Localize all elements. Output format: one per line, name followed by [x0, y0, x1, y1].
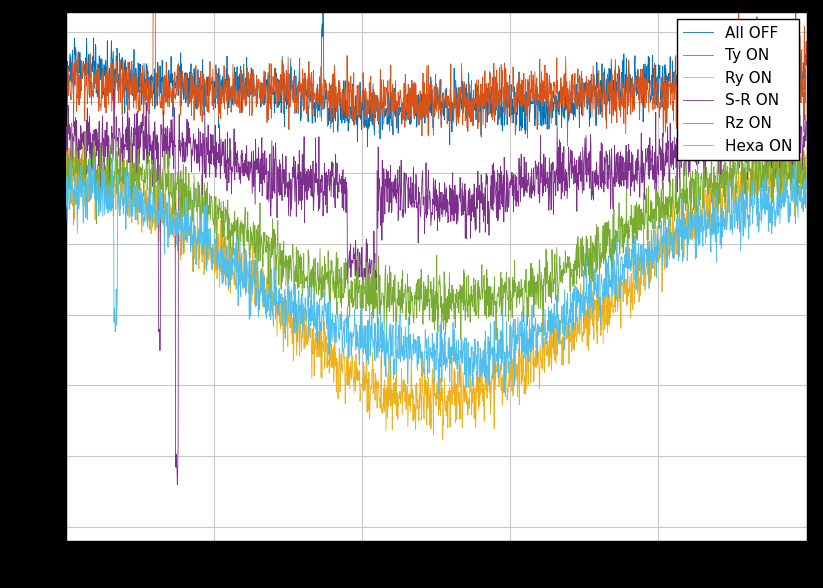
- Rz ON: [781, 133, 791, 141]
- Line: Ty ON: Ty ON: [66, 0, 807, 162]
- Rz ON: [780, 171, 790, 178]
- Ry ON: [402, 387, 412, 394]
- S-R ON: [780, 163, 790, 171]
- All OFF: [802, 44, 811, 51]
- Hexa ON: [99, 181, 109, 188]
- S-R ON: [422, 192, 432, 199]
- Rz ON: [99, 168, 109, 175]
- Ry ON: [781, 161, 791, 168]
- S-R ON: [99, 135, 109, 142]
- All OFF: [422, 105, 432, 112]
- Line: Ry ON: Ry ON: [66, 138, 807, 439]
- Ry ON: [438, 436, 448, 443]
- All OFF: [781, 56, 791, 64]
- Ty ON: [61, 65, 71, 72]
- Hexa ON: [434, 389, 444, 396]
- Legend: All OFF, Ty ON, Ry ON, S-R ON, Rz ON, Hexa ON: All OFF, Ty ON, Ry ON, S-R ON, Rz ON, He…: [677, 19, 799, 160]
- Ty ON: [802, 61, 811, 68]
- Rz ON: [402, 307, 412, 314]
- Ry ON: [99, 167, 109, 174]
- Ty ON: [781, 64, 791, 71]
- All OFF: [780, 65, 790, 72]
- Ry ON: [780, 168, 790, 175]
- All OFF: [318, 0, 328, 4]
- All OFF: [645, 89, 655, 96]
- S-R ON: [402, 181, 412, 188]
- Line: S-R ON: S-R ON: [66, 89, 807, 485]
- Ry ON: [105, 135, 114, 142]
- S-R ON: [61, 146, 71, 153]
- Ty ON: [644, 87, 654, 94]
- Hexa ON: [802, 183, 811, 191]
- Rz ON: [421, 301, 431, 308]
- Line: Rz ON: Rz ON: [66, 123, 807, 340]
- Hexa ON: [108, 154, 118, 161]
- All OFF: [61, 49, 71, 56]
- All OFF: [362, 143, 372, 150]
- Ty ON: [716, 158, 726, 165]
- Hexa ON: [421, 336, 431, 343]
- Ty ON: [99, 78, 109, 85]
- Ty ON: [780, 127, 790, 134]
- Hexa ON: [402, 339, 412, 346]
- Hexa ON: [61, 204, 71, 211]
- Ty ON: [402, 92, 412, 99]
- Ry ON: [645, 238, 655, 245]
- Line: All OFF: All OFF: [66, 0, 807, 146]
- S-R ON: [173, 481, 183, 488]
- Ry ON: [61, 188, 71, 195]
- Rz ON: [645, 215, 655, 222]
- Ty ON: [421, 83, 431, 91]
- Rz ON: [67, 119, 77, 126]
- S-R ON: [802, 118, 811, 125]
- Rz ON: [802, 178, 811, 185]
- S-R ON: [645, 134, 655, 141]
- Hexa ON: [780, 199, 790, 206]
- S-R ON: [109, 85, 119, 92]
- Hexa ON: [781, 197, 791, 204]
- Rz ON: [61, 189, 71, 196]
- Line: Hexa ON: Hexa ON: [66, 158, 807, 393]
- S-R ON: [781, 146, 791, 153]
- Hexa ON: [645, 249, 655, 256]
- Rz ON: [491, 336, 501, 343]
- Ry ON: [802, 175, 811, 182]
- All OFF: [402, 95, 412, 102]
- All OFF: [99, 79, 109, 86]
- Ry ON: [421, 410, 431, 417]
